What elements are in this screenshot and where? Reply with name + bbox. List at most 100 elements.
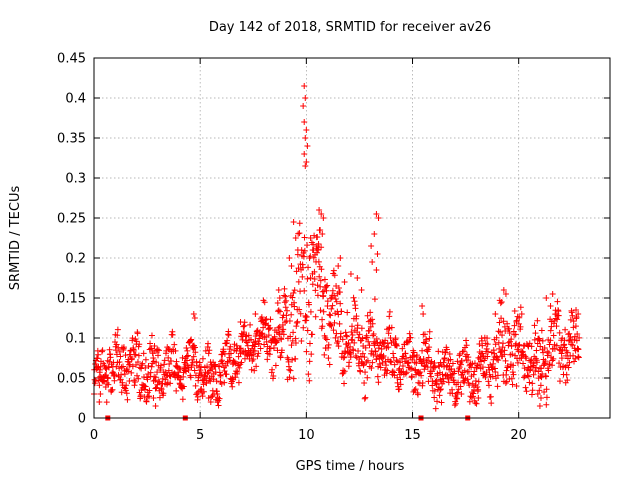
data-point bbox=[295, 278, 302, 285]
data-point bbox=[277, 354, 284, 361]
data-point bbox=[200, 388, 207, 395]
data-point bbox=[411, 352, 418, 359]
data-point bbox=[227, 357, 234, 364]
data-point bbox=[479, 364, 486, 371]
data-point bbox=[134, 330, 141, 337]
data-point bbox=[493, 334, 500, 341]
data-point bbox=[280, 326, 287, 333]
data-point bbox=[219, 360, 226, 367]
data-point bbox=[437, 386, 444, 393]
data-point bbox=[310, 241, 317, 248]
data-point bbox=[519, 348, 526, 355]
data-point bbox=[514, 313, 521, 320]
data-point bbox=[157, 362, 164, 369]
x-tick-label: 20 bbox=[510, 428, 527, 443]
data-point bbox=[420, 356, 427, 363]
data-point bbox=[171, 341, 178, 348]
data-point bbox=[216, 395, 223, 402]
data-point bbox=[314, 292, 321, 299]
data-point bbox=[329, 287, 336, 294]
data-point bbox=[313, 249, 320, 256]
data-point bbox=[167, 380, 174, 387]
data-point bbox=[237, 345, 244, 352]
data-point bbox=[570, 352, 577, 359]
data-point bbox=[233, 368, 240, 375]
data-point bbox=[549, 291, 556, 297]
data-point bbox=[456, 364, 463, 371]
data-point bbox=[443, 363, 450, 370]
data-point bbox=[147, 340, 154, 347]
data-point bbox=[304, 275, 311, 282]
data-point bbox=[294, 318, 301, 325]
data-point bbox=[365, 338, 372, 345]
data-point bbox=[448, 366, 455, 373]
data-point bbox=[302, 135, 309, 141]
data-point bbox=[553, 323, 560, 330]
data-point bbox=[135, 352, 142, 359]
data-point bbox=[295, 230, 302, 237]
data-point bbox=[388, 359, 395, 366]
data-point bbox=[403, 355, 410, 362]
data-point bbox=[391, 361, 398, 368]
data-point bbox=[260, 324, 267, 331]
data-point bbox=[337, 255, 344, 261]
data-point bbox=[320, 308, 327, 315]
data-point bbox=[341, 279, 348, 285]
data-point bbox=[566, 330, 573, 337]
data-point bbox=[461, 367, 468, 374]
data-point bbox=[571, 358, 578, 365]
y-tick-label: 0.4 bbox=[65, 92, 86, 107]
data-point bbox=[117, 353, 124, 360]
data-point bbox=[266, 325, 273, 332]
data-point bbox=[291, 287, 298, 294]
data-point bbox=[141, 386, 148, 393]
data-point bbox=[292, 339, 299, 346]
data-point bbox=[317, 283, 324, 290]
data-point bbox=[144, 376, 151, 383]
data-point bbox=[339, 336, 346, 343]
data-point bbox=[378, 345, 385, 352]
y-tick-label: 0 bbox=[78, 412, 86, 427]
data-point bbox=[570, 324, 577, 331]
data-point bbox=[216, 363, 223, 370]
data-point bbox=[431, 359, 438, 366]
data-point bbox=[417, 369, 424, 376]
data-point bbox=[371, 231, 378, 237]
data-point bbox=[347, 271, 354, 277]
data-point bbox=[331, 319, 338, 326]
data-point bbox=[191, 367, 198, 374]
data-point bbox=[236, 364, 243, 371]
data-point bbox=[534, 391, 541, 397]
data-point bbox=[290, 329, 297, 336]
data-point bbox=[303, 127, 310, 133]
data-point bbox=[362, 394, 369, 401]
data-point bbox=[315, 247, 322, 253]
data-point bbox=[535, 368, 542, 375]
data-point bbox=[473, 400, 480, 407]
data-point bbox=[301, 151, 308, 157]
data-point bbox=[265, 326, 272, 333]
data-point bbox=[336, 320, 343, 327]
x-tick-label: 15 bbox=[404, 428, 421, 443]
data-point bbox=[487, 393, 494, 400]
data-point bbox=[371, 296, 378, 303]
data-point bbox=[423, 336, 430, 343]
data-point bbox=[355, 348, 362, 355]
data-point bbox=[251, 347, 258, 354]
data-point bbox=[361, 354, 368, 361]
data-point bbox=[118, 389, 125, 396]
data-point bbox=[528, 391, 535, 398]
data-point bbox=[303, 313, 310, 320]
data-point bbox=[548, 323, 555, 330]
data-point bbox=[330, 267, 337, 274]
data-point bbox=[426, 335, 433, 342]
data-point bbox=[293, 323, 300, 330]
data-point bbox=[331, 272, 338, 279]
data-point bbox=[270, 344, 277, 351]
data-point bbox=[197, 387, 204, 394]
data-point bbox=[526, 367, 533, 374]
data-point bbox=[508, 375, 515, 382]
data-point bbox=[215, 402, 222, 409]
data-point bbox=[325, 355, 332, 362]
data-point bbox=[356, 331, 363, 338]
